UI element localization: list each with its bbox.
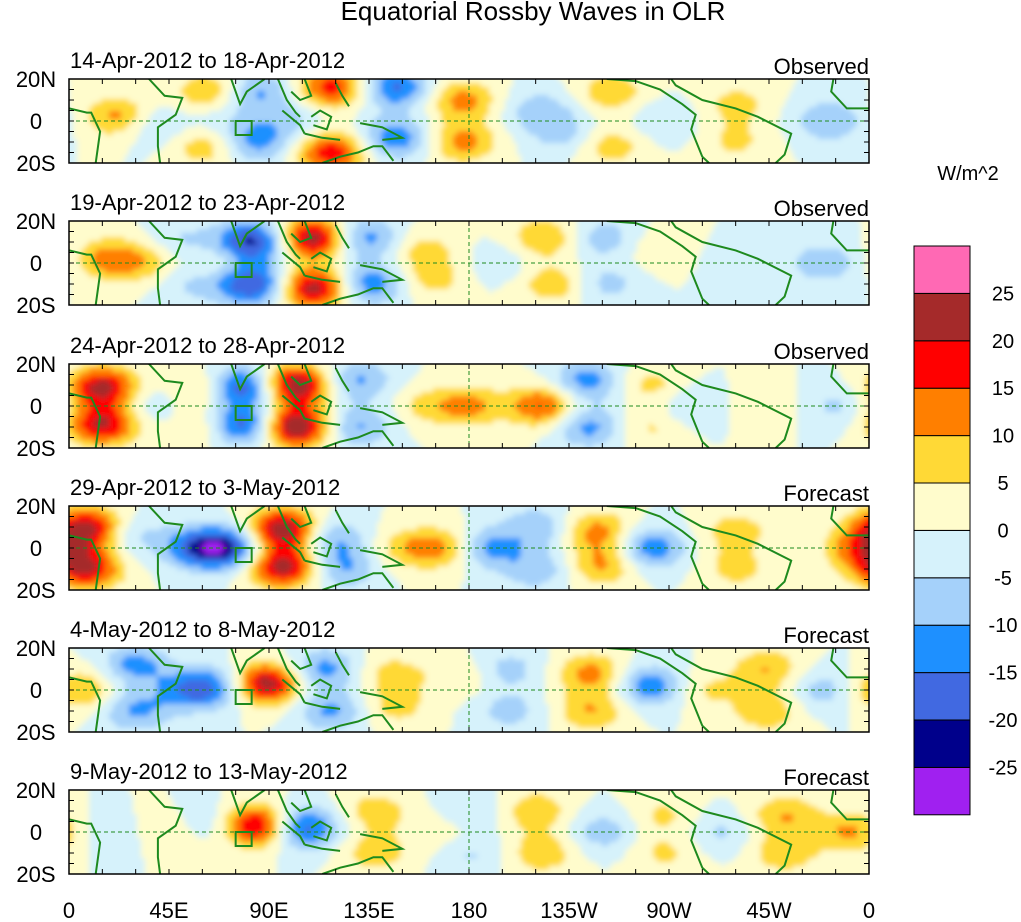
lat-tick-label: 0 [30,678,42,703]
lat-tick-label: 20N [16,352,56,377]
region-box [234,262,253,278]
lon-tick-label: 90E [249,898,288,922]
region-box [234,120,253,136]
lon-tick-label: 0 [63,898,75,922]
lat-tick-label: 0 [30,536,42,561]
lat-tick-label: 20N [16,494,56,519]
colorbar: W/m^2 -25 -20 -15 -10 -5 0 5 10 15 20 25 [913,163,1018,816]
colorbar-units-label: W/m^2 [937,163,999,185]
lat-tick-label: 20S [16,862,55,887]
colorbar-swatch [913,719,971,768]
coastlines [69,221,869,305]
panel-status: Observed [774,196,869,221]
colorbar-swatch [913,340,971,389]
lat-tick-label: 0 [30,820,42,845]
region-box [234,831,253,847]
lat-tick-label: 20S [16,293,55,318]
colorbar-tick-label: -25 [989,757,1018,779]
lon-tick-label: 45E [149,898,188,922]
colorbar-swatch [913,245,971,294]
colorbar-swatch [913,292,971,342]
panel-status: Forecast [783,623,869,648]
lat-tick-label: 20S [16,151,55,176]
colorbar-tick-label: -15 [989,663,1018,685]
region-box [234,405,253,421]
colorbar-swatch [913,529,971,579]
panel-status: Observed [774,339,869,364]
colorbar-tick-label: 0 [997,520,1008,542]
coastlines [69,364,869,448]
lat-tick-label: 0 [30,109,42,134]
region-box [234,547,253,563]
lon-tick-label: 135W [540,898,598,922]
colorbar-tick-label: 20 [992,331,1014,353]
colorbar-swatch [913,766,971,816]
coastlines [69,648,869,732]
panel-status: Forecast [783,765,869,790]
panel-status: Observed [774,54,869,79]
lat-tick-label: 20S [16,436,55,461]
panel-2: 20N 0 20S 19-Apr-2012 to 23-Apr-2012 Observe… [16,190,870,318]
lat-tick-label: 20S [16,720,55,745]
coastlines [69,79,869,163]
lon-tick-label: 0 [863,898,875,922]
panel-date-range: 14-Apr-2012 to 18-Apr-2012 [70,48,345,73]
lat-tick-label: 20N [16,67,56,92]
lat-tick-label: 20N [16,778,56,803]
region-box [234,689,253,705]
lon-tick-label: 90W [646,898,691,922]
colorbar-swatch [913,435,971,484]
panel-date-range: 9-May-2012 to 13-May-2012 [70,759,348,784]
figure-title: Equatorial Rossby Waves in OLR [341,0,726,26]
colorbar-tick-label: 5 [997,473,1008,495]
lat-tick-label: 0 [30,251,42,276]
lat-tick-label: 20S [16,578,55,603]
colorbar-tick-label: 10 [992,426,1014,448]
coastlines [69,506,869,590]
panel-date-range: 19-Apr-2012 to 23-Apr-2012 [70,190,345,215]
colorbar-tick-label: 15 [992,378,1014,400]
panel-5: 20N 0 20S 4-May-2012 to 8-May-2012 Forecast [16,617,870,745]
lat-tick-label: 0 [30,394,42,419]
colorbar-tick-label: -10 [989,615,1018,637]
lat-tick-label: 20N [16,209,56,234]
colorbar-swatch [913,387,971,437]
colorbar-swatch [913,624,971,674]
panel-status: Forecast [783,481,869,506]
lon-tick-label: 45W [746,898,791,922]
lon-tick-label: 135E [343,898,394,922]
x-axis: 0 45E 90E 135E 180 135W 90W 45W 0 [63,898,875,922]
colorbar-tick-label: -20 [989,710,1018,732]
panel-6: 20N 0 20S 9-May-2012 to 13-May-2012 Forecast [16,759,870,887]
colorbar-swatch [913,672,971,721]
colorbar-tick-label: 25 [992,283,1014,305]
colorbar-tick-label: -5 [994,568,1012,590]
panel-3: 20N 0 20S 24-Apr-2012 to 28-Apr-2012 Observe… [16,333,870,461]
panel-date-range: 4-May-2012 to 8-May-2012 [70,617,335,642]
lon-tick-label: 180 [451,898,488,922]
panel-date-range: 24-Apr-2012 to 28-Apr-2012 [70,333,345,358]
colorbar-swatch [913,577,971,626]
panels-container: 20N 0 20S 14-Apr-2012 to 18-Apr-2012 Observe… [16,48,870,887]
panel-date-range: 29-Apr-2012 to 3-May-2012 [70,475,340,500]
panel-1: 20N 0 20S 14-Apr-2012 to 18-Apr-2012 Observe… [16,48,870,176]
colorbar-swatch [913,482,971,531]
lat-tick-label: 20N [16,636,56,661]
coastlines [69,790,869,874]
panel-4: 20N 0 20S 29-Apr-2012 to 3-May-2012 Forecast [16,475,870,603]
